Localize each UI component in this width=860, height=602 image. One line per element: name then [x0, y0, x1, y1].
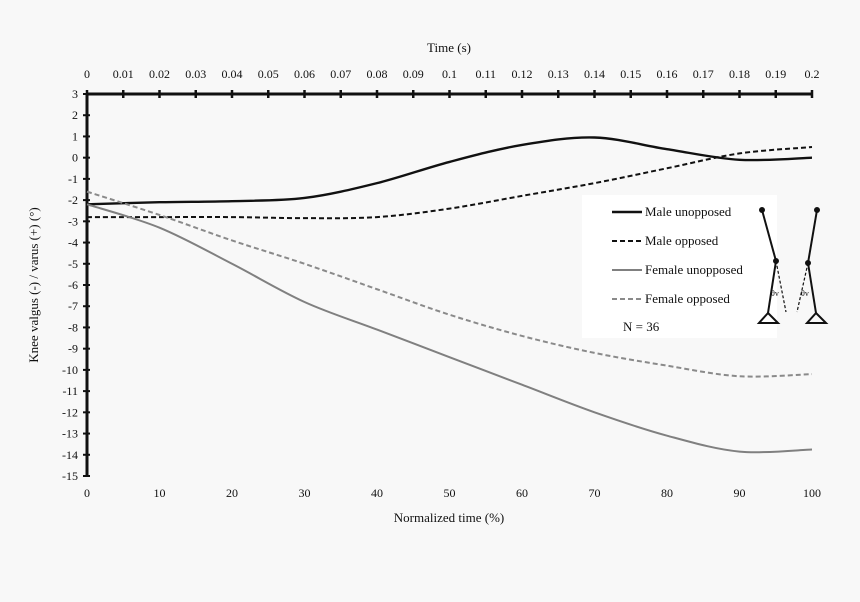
x-tick-label: 70	[589, 486, 601, 500]
y-tick-label: -10	[62, 363, 78, 377]
x2-tick-label: 0.11	[475, 67, 496, 81]
x2-tick-label: 0.17	[693, 67, 714, 81]
x-tick-label: 30	[299, 486, 311, 500]
y-tick-label: -4	[68, 236, 78, 250]
legend-label-female-unopposed: Female unopposed	[645, 262, 743, 277]
x2-tick-label: 0.02	[149, 67, 170, 81]
x2-tick-label: 0.07	[330, 67, 351, 81]
x2-tick-label: 0.12	[512, 67, 533, 81]
x2-tick-label: 0.18	[729, 67, 750, 81]
y-tick-label: -6	[68, 278, 78, 292]
y-tick-label: -11	[62, 384, 78, 398]
x2-tick-label: 0.19	[765, 67, 786, 81]
x-tick-label: 100	[803, 486, 821, 500]
x-tick-label: 40	[371, 486, 383, 500]
x2-tick-label: 0	[84, 67, 90, 81]
x2-tick-label: 0.09	[403, 67, 424, 81]
y-tick-label: 2	[72, 108, 78, 122]
y-axis-title: Knee valgus (-) / varus (+) (°)	[26, 207, 41, 362]
x-tick-label: 80	[661, 486, 673, 500]
sample-size-annotation: N = 36	[623, 319, 660, 334]
series-line-female-opposed	[86, 190, 813, 378]
theta-label-left: θv	[771, 289, 779, 298]
y-tick-label: -13	[62, 427, 78, 441]
y-tick-label: -1	[68, 172, 78, 186]
x-tick-label: 10	[154, 486, 166, 500]
x2-tick-label: 0.06	[294, 67, 315, 81]
y-tick-label: -14	[62, 448, 78, 462]
x-tick-label: 60	[516, 486, 528, 500]
legend-label-male-opposed: Male opposed	[645, 233, 719, 248]
x-tick-label: 20	[226, 486, 238, 500]
x2-tick-label: 0.15	[620, 67, 641, 81]
y-tick-label: -5	[68, 257, 78, 271]
x2-tick-label: 0.14	[584, 67, 605, 81]
series-line-male-unopposed	[86, 136, 813, 206]
knee-valgus-diagram-icon	[756, 207, 829, 324]
x2-tick-label: 0.13	[548, 67, 569, 81]
series-line-female-unopposed	[86, 203, 813, 454]
x2-tick-label: 0.16	[657, 67, 678, 81]
legend-label-male-unopposed: Male unopposed	[645, 204, 732, 219]
y-tick-label: -7	[68, 299, 78, 313]
y-tick-label: -15	[62, 469, 78, 483]
x2-axis-title: Time (s)	[427, 40, 471, 55]
y-tick-label: -2	[68, 193, 78, 207]
y-tick-label: -12	[62, 405, 78, 419]
series-line-male-opposed	[87, 146, 813, 220]
y-tick-label: 3	[72, 87, 78, 101]
x2-tick-label: 0.03	[185, 67, 206, 81]
x2-tick-label: 0.2	[805, 67, 820, 81]
x-axis-title: Normalized time (%)	[394, 510, 504, 525]
theta-label-right: θv	[801, 289, 809, 298]
y-tick-label: 0	[72, 151, 78, 165]
x2-tick-label: 0.08	[367, 67, 388, 81]
x2-tick-label: 0.04	[222, 67, 243, 81]
x-tick-label: 50	[444, 486, 456, 500]
y-tick-label: -9	[68, 342, 78, 356]
y-tick-label: 1	[72, 129, 78, 143]
x2-tick-label: 0.05	[258, 67, 279, 81]
x-tick-label: 0	[84, 486, 90, 500]
x2-tick-label: 0.01	[113, 67, 134, 81]
y-tick-label: -3	[68, 214, 78, 228]
legend: Male unopposed Male opposed Female unoppos…	[582, 195, 829, 338]
x2-tick-label: 0.1	[442, 67, 457, 81]
legend-label-female-opposed: Female opposed	[645, 291, 730, 306]
y-tick-label: -8	[68, 320, 78, 334]
x-tick-label: 90	[734, 486, 746, 500]
